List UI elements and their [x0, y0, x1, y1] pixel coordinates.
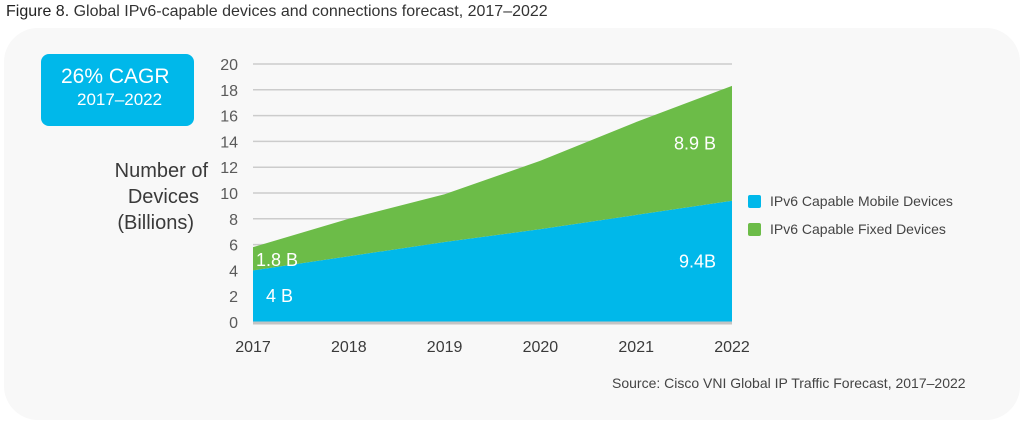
cagr-headline: 26% CAGR [61, 65, 170, 88]
x-tick-label: 2022 [714, 339, 750, 356]
y-tick-label: 4 [229, 263, 238, 280]
x-tick-label: 2020 [523, 339, 559, 356]
area-fixed [253, 85, 732, 271]
figure-title-text: Global IPv6-capable devices and connecti… [73, 3, 548, 20]
y-tick-label: 0 [229, 315, 238, 332]
y-axis-label-line-2: Devices [127, 186, 199, 208]
y-tick-label: 12 [220, 160, 238, 177]
x-tick-label: 2019 [427, 339, 463, 356]
source-note: Source: Cisco VNI Global IP Traffic Fore… [612, 375, 966, 391]
data-labels: 4 B 1.8 B 9.4B 8.9 B [256, 133, 716, 306]
legend-swatch-fixed [748, 222, 761, 236]
y-tick-label: 8 [229, 212, 238, 229]
figure-number: Figure 8. [6, 3, 70, 20]
cagr-period: 2017–2022 [77, 90, 163, 109]
data-label-mobile-2017: 4 B [266, 286, 293, 306]
y-tick-label: 10 [220, 186, 238, 203]
data-label-fixed-2017: 1.8 B [256, 250, 298, 270]
y-tick-label: 6 [229, 238, 238, 255]
y-tick-label: 20 [220, 57, 238, 74]
cagr-callout: 26% CAGR 2017–2022 [41, 54, 194, 126]
data-label-mobile-2022: 9.4B [679, 251, 716, 271]
y-axis-label-line-3: (Billions) [117, 212, 194, 234]
x-tick-label: 2017 [235, 339, 271, 356]
legend-item-fixed: IPv6 Capable Fixed Devices [748, 215, 953, 243]
y-tick-label: 14 [220, 134, 238, 151]
legend-swatch-mobile [748, 194, 761, 208]
area-mobile [253, 200, 732, 322]
y-axis-label-line-1: Number of [114, 160, 208, 182]
figure-title: Figure 8. Global IPv6-capable devices an… [6, 3, 548, 21]
data-label-fixed-2022: 8.9 B [674, 133, 716, 153]
y-tick-label: 18 [220, 83, 238, 100]
axes: 0 2 4 6 8 10 12 14 16 18 20 2017 2018 2019 2020 2021 202… [220, 57, 750, 356]
legend-item-mobile: IPv6 Capable Mobile Devices [748, 187, 953, 215]
legend-label-mobile: IPv6 Capable Mobile Devices [770, 193, 953, 209]
y-tick-label: 16 [220, 109, 238, 126]
areas [253, 85, 732, 322]
x-tick-label: 2021 [618, 339, 654, 356]
legend: IPv6 Capable Mobile Devices IPv6 Capable… [748, 187, 953, 243]
y-tick-label: 2 [229, 289, 238, 306]
x-tick-label: 2018 [331, 339, 367, 356]
y-axis-label: Number of Devices (Billions) [84, 158, 208, 236]
legend-label-fixed: IPv6 Capable Fixed Devices [770, 221, 946, 237]
